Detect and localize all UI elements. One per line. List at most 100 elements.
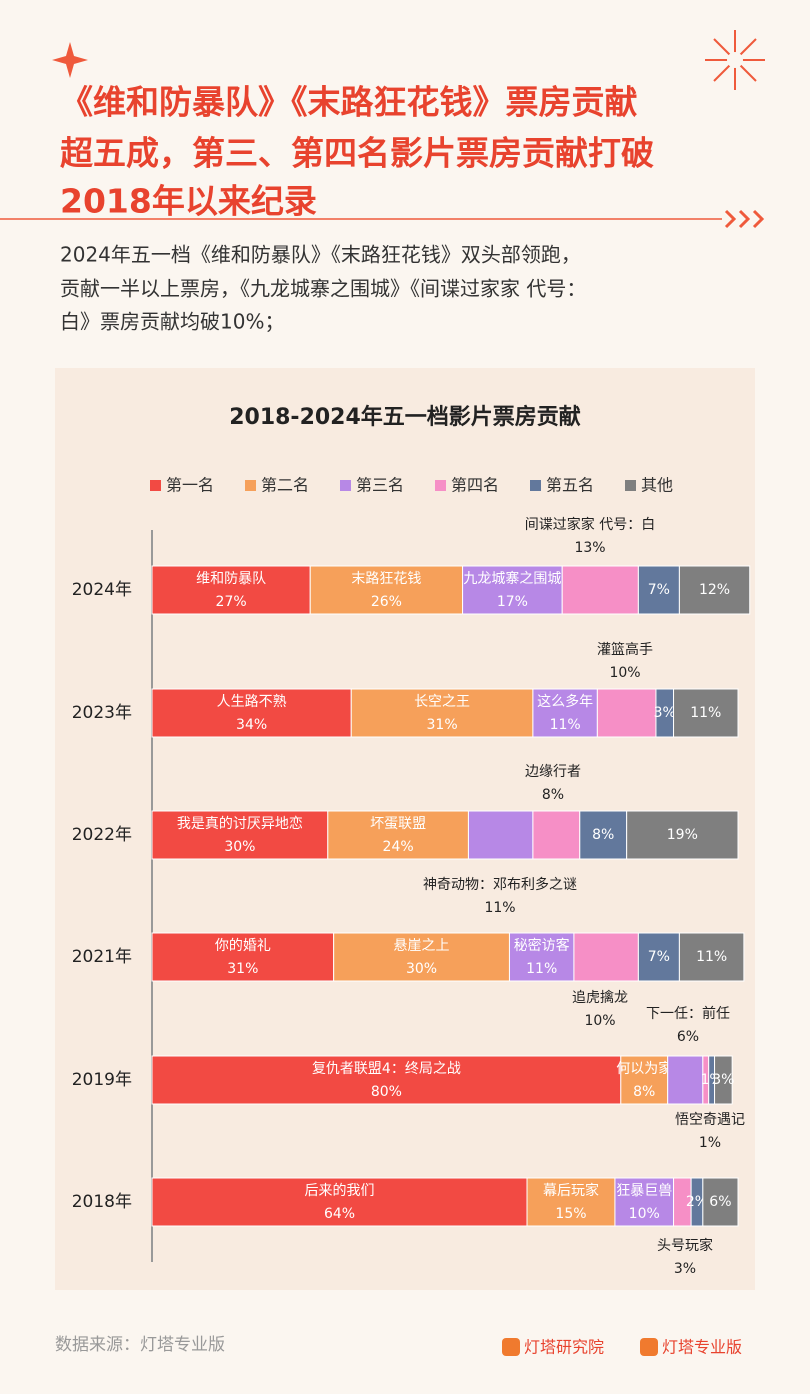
bar-segment — [151, 810, 329, 860]
segment-name: 何以为家 — [616, 1060, 672, 1077]
bar-segment — [467, 810, 534, 860]
legend-swatch — [530, 480, 541, 491]
y-tick-label: 2024年 — [72, 580, 132, 600]
data-label: 6% — [709, 1194, 731, 1210]
title-line: 《维和防暴队》《末路狂花钱》票房贡献 — [60, 83, 638, 122]
segment-name: 悬崖之上 — [394, 938, 450, 954]
bar-segment — [714, 1055, 733, 1105]
bar-segment — [637, 932, 680, 982]
segment-name: 幕后玩家 — [543, 1182, 599, 1199]
annotation-value: 13% — [574, 540, 605, 556]
arrows — [724, 209, 765, 229]
bar-segment — [309, 565, 464, 615]
annotation-value: 10% — [609, 665, 640, 681]
data-label: 11% — [696, 949, 727, 965]
data-label: 7% — [648, 582, 670, 598]
annotation: 头号玩家 — [657, 1237, 713, 1254]
segment-name: 末路狂花钱 — [351, 571, 421, 587]
data-label: 3% — [712, 1072, 734, 1088]
bar-segment — [667, 1055, 704, 1105]
data-label: 11% — [550, 717, 581, 733]
data-label: 19% — [667, 827, 698, 843]
data-label: 80% — [371, 1084, 402, 1100]
bar-segment — [151, 1177, 528, 1227]
logo: 灯塔专业版 — [662, 1338, 742, 1357]
legend-label: 第一名 — [166, 476, 214, 495]
legend-swatch — [150, 480, 161, 491]
bar-segment — [596, 688, 657, 738]
segment-name: 这么多年 — [537, 693, 593, 710]
y-tick-label: 2018年 — [72, 1192, 132, 1212]
logo: 灯塔研究院 — [524, 1338, 604, 1357]
bar-segment — [620, 1055, 669, 1105]
segment-name: 我是真的讨厌异地恋 — [177, 815, 303, 832]
annotation: 间谍过家家 代号：白 — [525, 516, 655, 533]
legend-label: 其他 — [641, 476, 673, 495]
segment-name: 人生路不熟 — [217, 694, 287, 710]
annotation: 灌篮高手 — [597, 641, 653, 658]
data-label: 15% — [555, 1206, 586, 1222]
segment-name: 复仇者联盟4：终局之战 — [312, 1060, 461, 1077]
annotation-value: 1% — [699, 1135, 721, 1151]
data-label: 24% — [383, 839, 414, 855]
data-label: 17% — [497, 594, 528, 610]
bar-segment — [678, 565, 751, 615]
bar-segment — [702, 1177, 739, 1227]
data-label: 31% — [227, 961, 258, 977]
data-label: 10% — [629, 1206, 660, 1222]
data-label: 26% — [371, 594, 402, 610]
data-label: 31% — [427, 717, 458, 733]
segment-name: 后来的我们 — [305, 1183, 375, 1199]
segment-name: 九龙城寨之围城 — [463, 570, 561, 587]
data-label: 64% — [324, 1206, 355, 1222]
data-label: 30% — [224, 839, 255, 855]
annotation: 神奇动物：邓布利多之谜 — [423, 876, 577, 893]
bar-segment — [508, 932, 575, 982]
bar-segment — [151, 932, 335, 982]
bar-segment — [532, 810, 581, 860]
star-icon — [52, 42, 88, 78]
legend-swatch — [435, 480, 446, 491]
annotation: 边缘行者 — [525, 764, 581, 780]
y-tick-label: 2021年 — [72, 947, 132, 967]
subtitle-line: 白》票房贡献均破10%； — [60, 310, 284, 334]
title-line: 超五成，第三、第四名影片票房贡献打破 — [60, 134, 654, 173]
annotation-value: 10% — [584, 1013, 615, 1029]
data-label: 27% — [216, 594, 247, 610]
legend-label: 第三名 — [356, 476, 404, 495]
annotation-value: 3% — [674, 1261, 696, 1277]
data-label: 30% — [406, 961, 437, 977]
logo-icon — [502, 1338, 520, 1356]
data-label: 11% — [526, 961, 557, 977]
annotation: 下一任：前任 — [646, 1005, 730, 1022]
data-label: 8% — [592, 827, 614, 843]
legend-swatch — [340, 480, 351, 491]
bar-segment — [327, 810, 469, 860]
bar-segment — [637, 565, 680, 615]
title-line: 2018年以来纪录 — [60, 182, 317, 221]
firework-center — [727, 52, 743, 68]
bar-segment — [673, 688, 739, 738]
bar-segment — [151, 565, 311, 615]
data-label: 8% — [633, 1084, 655, 1100]
bar-segment — [561, 565, 639, 615]
segment-name: 你的婚礼 — [215, 938, 271, 954]
legend-label: 第二名 — [261, 476, 309, 495]
data-label: 3% — [654, 705, 676, 721]
bar-segment — [526, 1177, 616, 1227]
logo-icon — [640, 1338, 658, 1356]
bar-segment — [151, 688, 352, 738]
segment-name: 坏蛋联盟 — [370, 816, 426, 832]
segment-name: 维和防暴队 — [196, 571, 266, 587]
legend-label: 第四名 — [451, 476, 499, 495]
y-tick-label: 2022年 — [72, 825, 132, 845]
bar-segment — [573, 932, 639, 982]
subtitle-line: 2024年五一档《维和防暴队》《末路狂花钱》双头部领跑， — [60, 243, 581, 267]
title: 《维和防暴队》《末路狂花钱》票房贡献 超五成，第三、第四名影片票房贡献打破 20… — [60, 83, 654, 221]
legend-swatch — [245, 480, 256, 491]
bar-segment — [579, 810, 628, 860]
data-label: 11% — [690, 705, 721, 721]
legend-label: 第五名 — [546, 476, 594, 495]
annotation-value: 6% — [677, 1029, 699, 1045]
